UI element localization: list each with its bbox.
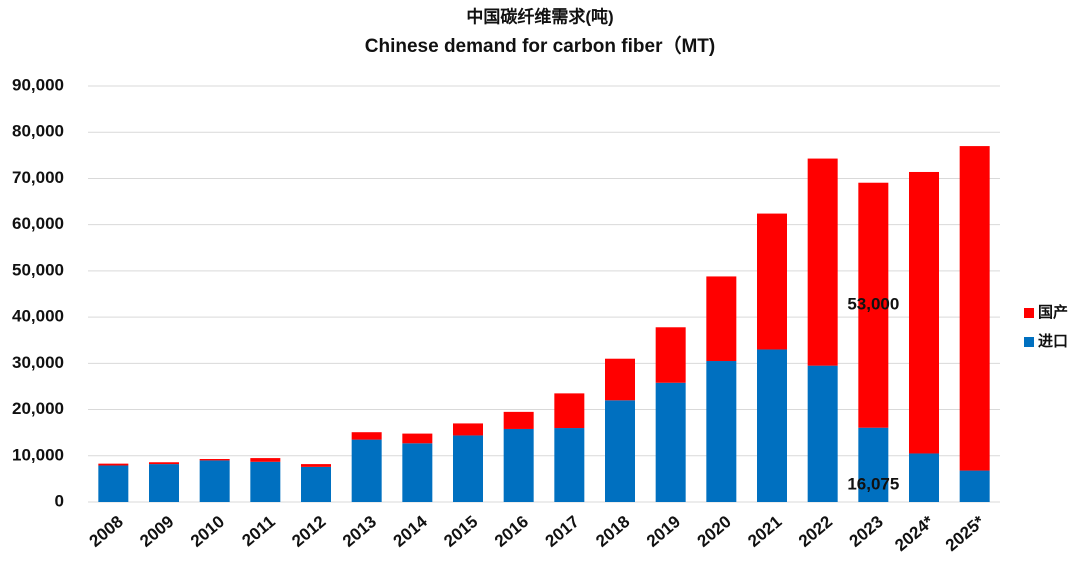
y-tick-label: 10,000 xyxy=(12,445,64,464)
bar-segment xyxy=(959,146,990,471)
x-tick-label: 2017 xyxy=(542,512,583,551)
x-tick-label: 2018 xyxy=(592,512,633,551)
y-tick-label: 20,000 xyxy=(12,399,64,418)
bar-segment xyxy=(250,458,281,462)
x-tick-label: 2015 xyxy=(440,512,481,551)
bar-segment xyxy=(301,466,331,502)
bar-segment xyxy=(199,459,230,461)
bar-segment xyxy=(706,361,737,502)
bar-segment xyxy=(858,182,889,428)
bar-segment xyxy=(149,464,179,502)
bar-segment xyxy=(453,435,483,502)
bar-segment xyxy=(605,358,635,401)
legend-label: 进口 xyxy=(1038,333,1068,350)
bar-segment xyxy=(605,400,635,502)
bar-segment xyxy=(807,158,838,366)
x-tick-label: 2010 xyxy=(187,512,228,551)
bar-segment xyxy=(301,464,331,467)
bar-segment xyxy=(858,427,889,502)
y-tick-label: 0 xyxy=(55,491,64,510)
bar-segment xyxy=(402,433,433,444)
bar-segment xyxy=(554,428,585,502)
bar-segment xyxy=(250,461,281,502)
data-label: 16,075 xyxy=(847,474,899,493)
x-tick-label: 2022 xyxy=(795,512,836,551)
x-tick-label: 2021 xyxy=(744,512,785,551)
bar-segment xyxy=(402,443,433,502)
bar-segment xyxy=(655,327,686,383)
bar-segment xyxy=(503,411,534,429)
bar-segment xyxy=(959,470,990,502)
bar-segment xyxy=(98,465,129,502)
y-tick-label: 60,000 xyxy=(12,214,64,233)
x-tick-label: 2025* xyxy=(942,512,989,555)
bar-segment xyxy=(706,276,737,362)
bar-segment xyxy=(554,393,585,429)
bar-segment xyxy=(655,382,686,502)
legend-label: 国产 xyxy=(1038,303,1068,321)
bar-segment xyxy=(98,463,129,466)
x-tick-label: 2023 xyxy=(846,512,887,551)
legend-swatch xyxy=(1024,308,1034,318)
bar-segment xyxy=(453,423,483,436)
y-tick-label: 70,000 xyxy=(12,168,64,187)
bar-segment xyxy=(909,171,939,454)
bar-segment xyxy=(199,460,230,502)
y-tick-label: 40,000 xyxy=(12,307,64,326)
x-tick-label: 2013 xyxy=(339,512,380,551)
x-tick-label: 2012 xyxy=(288,512,329,551)
chart-subtitle: Chinese demand for carbon fiber（MT) xyxy=(365,34,715,57)
bar-segment xyxy=(351,439,382,502)
y-tick-label: 80,000 xyxy=(12,122,64,141)
x-tick-label: 2020 xyxy=(694,512,735,551)
x-tick-label: 2019 xyxy=(643,512,684,551)
data-label: 53,000 xyxy=(847,295,899,314)
bar-segment xyxy=(149,462,179,465)
y-tick-label: 90,000 xyxy=(12,75,64,94)
x-tick-label: 2014 xyxy=(390,512,432,551)
bar-segment xyxy=(503,428,534,502)
bar-segment xyxy=(757,213,787,350)
x-tick-label: 2009 xyxy=(136,512,177,551)
x-tick-label: 2008 xyxy=(86,512,127,551)
bar-segment xyxy=(807,365,838,502)
y-tick-label: 50,000 xyxy=(12,260,64,279)
chart-title: 中国碳纤维需求(吨) xyxy=(466,6,613,26)
bar-segment xyxy=(757,349,787,502)
bar-segment xyxy=(351,432,382,440)
bar-segment xyxy=(909,453,939,502)
x-tick-label: 2024* xyxy=(891,512,938,555)
y-tick-label: 30,000 xyxy=(12,353,64,372)
x-tick-label: 2011 xyxy=(238,512,278,550)
x-tick-label: 2016 xyxy=(491,512,532,551)
legend-swatch xyxy=(1024,337,1034,347)
